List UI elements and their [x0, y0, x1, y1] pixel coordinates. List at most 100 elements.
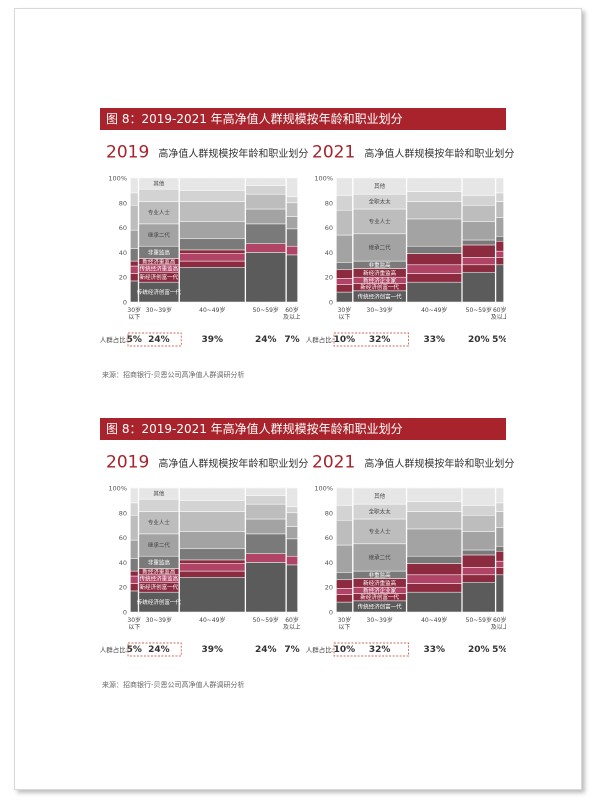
bar-segment — [130, 502, 139, 516]
series-label: 继承二代 — [148, 231, 171, 239]
bar-segment — [130, 575, 139, 584]
bar-segment — [245, 487, 286, 496]
figure-panel-top: 图 8：2019-2021 年高净值人群规模按年龄和职业划分 2019 高净值人… — [100, 108, 514, 398]
bar-segment — [138, 177, 180, 190]
x-category-label: 以下 — [128, 624, 140, 631]
bar-segment — [462, 531, 496, 551]
bar-segment — [406, 191, 462, 202]
bar-segment — [130, 248, 139, 262]
bar-segment — [179, 511, 246, 532]
source-note: 来源：招商银行-贝恩公司高净值人群调研分析 — [102, 681, 245, 689]
bar-segment — [179, 563, 246, 572]
share-label: 5% — [127, 335, 142, 345]
x-category-label: 30岁 — [338, 306, 352, 314]
bar-segment — [352, 177, 407, 195]
bar-segment — [406, 563, 462, 576]
bar-segment — [406, 574, 462, 584]
bar-segment — [352, 487, 407, 505]
series-label: 非重监高 — [369, 261, 392, 269]
x-category-label: 60岁 — [285, 306, 299, 314]
source-note: 来源：招商银行-贝恩公司高净值人群调研分析 — [102, 371, 245, 379]
series-label: 新经济重监高 — [142, 258, 176, 266]
share-label: 20% — [468, 335, 490, 345]
bar-segment — [495, 567, 504, 576]
bar-segment — [336, 234, 353, 263]
chart-subtitle-right: 2021 高净值人群规模按年龄和职业划分 — [312, 452, 514, 473]
bar-segment — [495, 177, 504, 194]
x-category-label: 以下 — [338, 314, 350, 321]
figure-panel-bottom: 图 8：2019-2021 年高净值人群规模按年龄和职业划分 2019 高净值人… — [100, 418, 514, 708]
x-category-label: 30~39岁 — [146, 616, 172, 624]
bar-segment — [336, 519, 353, 546]
x-category-label: 60岁 — [493, 616, 506, 624]
x-category-label: 30岁 — [127, 306, 141, 314]
bar-segment — [352, 518, 407, 545]
bar-segment — [495, 250, 504, 258]
highlight-box — [127, 332, 182, 347]
bar-segment — [462, 177, 496, 196]
bar-segment — [138, 188, 180, 202]
bar-segment — [179, 201, 246, 222]
bar-segment — [286, 196, 298, 204]
bar-segment — [286, 245, 298, 256]
x-category-label: 40~49岁 — [421, 616, 447, 624]
bar-segment — [462, 487, 496, 506]
series-label: 继承二代 — [369, 553, 392, 561]
bar-segment — [336, 572, 353, 581]
x-category-label: 及以上 — [283, 313, 300, 321]
bar-segment — [336, 594, 353, 603]
series-label: 传统经济重监高 — [140, 575, 179, 583]
series-label: 传统经济重监高 — [140, 265, 179, 273]
series-label: 传统经济创富一代 — [137, 598, 182, 606]
bar-segment — [336, 209, 353, 236]
share-label: 33% — [424, 335, 446, 345]
series-label: 新经济创富一代 — [140, 273, 179, 281]
bar-segment — [245, 503, 286, 520]
bar-segment — [406, 245, 462, 254]
bar-segment — [462, 271, 496, 303]
series-label: 其他 — [153, 490, 165, 498]
bar-segment — [336, 291, 353, 303]
bar-segment — [286, 564, 298, 613]
share-row-label: 人群占比: — [306, 645, 334, 654]
series-label: 其他 — [374, 182, 386, 190]
bar-segment — [495, 201, 504, 218]
share-label: 20% — [468, 645, 490, 655]
series-label: 新经济重监高 — [142, 568, 176, 576]
bar-segment — [336, 579, 353, 589]
chart-title: 高净值人群规模按年龄和职业划分 — [364, 149, 515, 160]
bar-segment — [179, 238, 246, 251]
series-label: 专业人士 — [369, 527, 392, 535]
bar-segment — [495, 550, 504, 562]
bar-segment — [352, 543, 407, 572]
bar-segment — [336, 284, 353, 293]
bar-segment — [406, 591, 462, 613]
bar-segment — [245, 223, 286, 244]
series-label: 专业人士 — [148, 209, 171, 217]
y-tick-label: 100% — [108, 175, 127, 183]
x-category-label: 50~59岁 — [466, 616, 492, 624]
bar-segment — [130, 192, 139, 206]
share-label: 5% — [492, 335, 506, 345]
x-category-label: 50~59岁 — [253, 306, 279, 314]
y-tick-label: 40 — [325, 249, 333, 257]
bar-segment — [462, 549, 496, 556]
bar-segment — [245, 193, 286, 210]
series-label: 新经济企业家 — [363, 586, 397, 594]
series-label: 继承二代 — [148, 541, 171, 549]
x-category-label: 30岁 — [127, 616, 141, 624]
y-tick-label: 80 — [325, 199, 333, 207]
y-tick-label: 40 — [325, 559, 333, 567]
series-label: 其他 — [153, 180, 165, 188]
bar-segment — [179, 177, 246, 191]
bar-segment — [286, 538, 298, 557]
bar-segment — [495, 257, 504, 266]
x-category-label: 50~59岁 — [253, 616, 279, 624]
bar-segment — [245, 518, 286, 535]
bar-segment — [336, 278, 353, 285]
bar-segment — [495, 527, 504, 547]
bar-segment — [462, 239, 496, 246]
bar-segment — [462, 554, 496, 568]
bar-segment — [462, 244, 496, 258]
bar-segment — [179, 559, 246, 564]
